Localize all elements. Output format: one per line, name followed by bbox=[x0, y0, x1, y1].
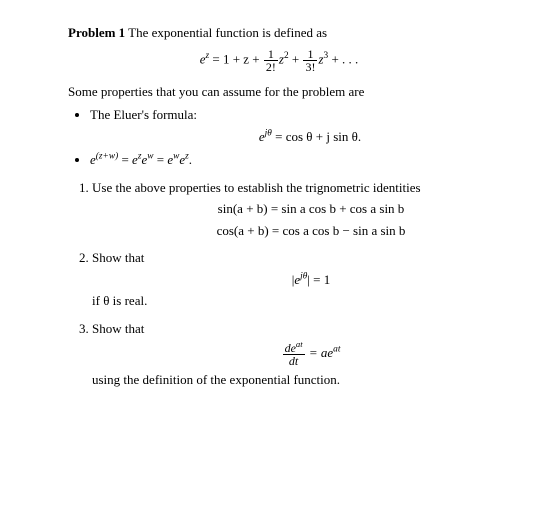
item1-text: Use the above properties to establish th… bbox=[92, 180, 421, 195]
exp-series-eqn: ez = 1 + z + 12!z2 + 13!z3 + . . . bbox=[68, 48, 490, 73]
deriv-frac: deat dt bbox=[283, 342, 305, 367]
frac2-den: 3! bbox=[303, 60, 317, 73]
plus2: + bbox=[289, 51, 303, 66]
deriv-rhs: = aeat bbox=[306, 345, 341, 360]
euler-formula: ejθ = cos θ + j sin θ. bbox=[130, 128, 490, 146]
problem-number: Problem 1 bbox=[68, 25, 125, 40]
sub-2: Show that |ejθ| = 1 if θ is real. bbox=[92, 249, 490, 310]
euler-rhs: = cos θ + j sin θ. bbox=[272, 129, 361, 144]
bullet1-text: The Eluer's formula: bbox=[90, 107, 197, 122]
series-tail: + . . . bbox=[328, 51, 358, 66]
sin-identity: sin(a + b) = sin a cos b + cos a sin b bbox=[132, 200, 490, 218]
b2eq1: = bbox=[118, 152, 132, 167]
b2eq2: = bbox=[153, 152, 167, 167]
sub-problems: Use the above properties to establish th… bbox=[68, 179, 490, 388]
deriv-n-a: de bbox=[285, 341, 296, 355]
frac2-num: 1 bbox=[303, 48, 317, 60]
frac1-den: 2! bbox=[264, 60, 278, 73]
cos-identity: cos(a + b) = cos a cos b − sin a sin b bbox=[132, 222, 490, 240]
property-bullets: The Eluer's formula: ejθ = cos θ + j sin… bbox=[68, 106, 490, 169]
derivative-eqn: deat dt = aeat bbox=[132, 342, 490, 367]
item2-text: Show that bbox=[92, 250, 144, 265]
item2-condition: if θ is real. bbox=[92, 292, 490, 310]
sub-1: Use the above properties to establish th… bbox=[92, 179, 490, 240]
mod-close: | = 1 bbox=[307, 272, 330, 287]
item3-text: Show that bbox=[92, 321, 144, 336]
deriv-rhs-a: = ae bbox=[306, 345, 334, 360]
frac1-num: 1 bbox=[264, 48, 278, 60]
problem-page: Problem 1 The exponential function is de… bbox=[0, 0, 540, 408]
bullet-euler: The Eluer's formula: ejθ = cos θ + j sin… bbox=[90, 106, 490, 145]
deriv-den: dt bbox=[283, 354, 305, 367]
b2aexp: (z+w) bbox=[96, 152, 118, 162]
sub-3: Show that deat dt = aeat using the defin… bbox=[92, 320, 490, 388]
deriv-n-exp: at bbox=[296, 339, 303, 349]
frac-1-3f: 13! bbox=[303, 48, 317, 73]
frac-1-2f: 12! bbox=[264, 48, 278, 73]
bullet-exp-sum: e(z+w) = ezew = ewez. bbox=[90, 151, 490, 169]
assume-line: Some properties that you can assume for … bbox=[68, 83, 490, 101]
b2tail: . bbox=[189, 152, 192, 167]
problem-title-rest: The exponential function is defined as bbox=[125, 25, 327, 40]
item3-tail: using the definition of the exponential … bbox=[92, 371, 490, 389]
deriv-num: deat bbox=[283, 342, 305, 354]
deriv-rhs-exp: at bbox=[333, 345, 340, 355]
modulus-eqn: |ejθ| = 1 bbox=[132, 271, 490, 289]
series-eq: = 1 + z + bbox=[209, 51, 263, 66]
problem-title: Problem 1 The exponential function is de… bbox=[68, 24, 490, 42]
euler-exp: jθ bbox=[265, 128, 272, 138]
